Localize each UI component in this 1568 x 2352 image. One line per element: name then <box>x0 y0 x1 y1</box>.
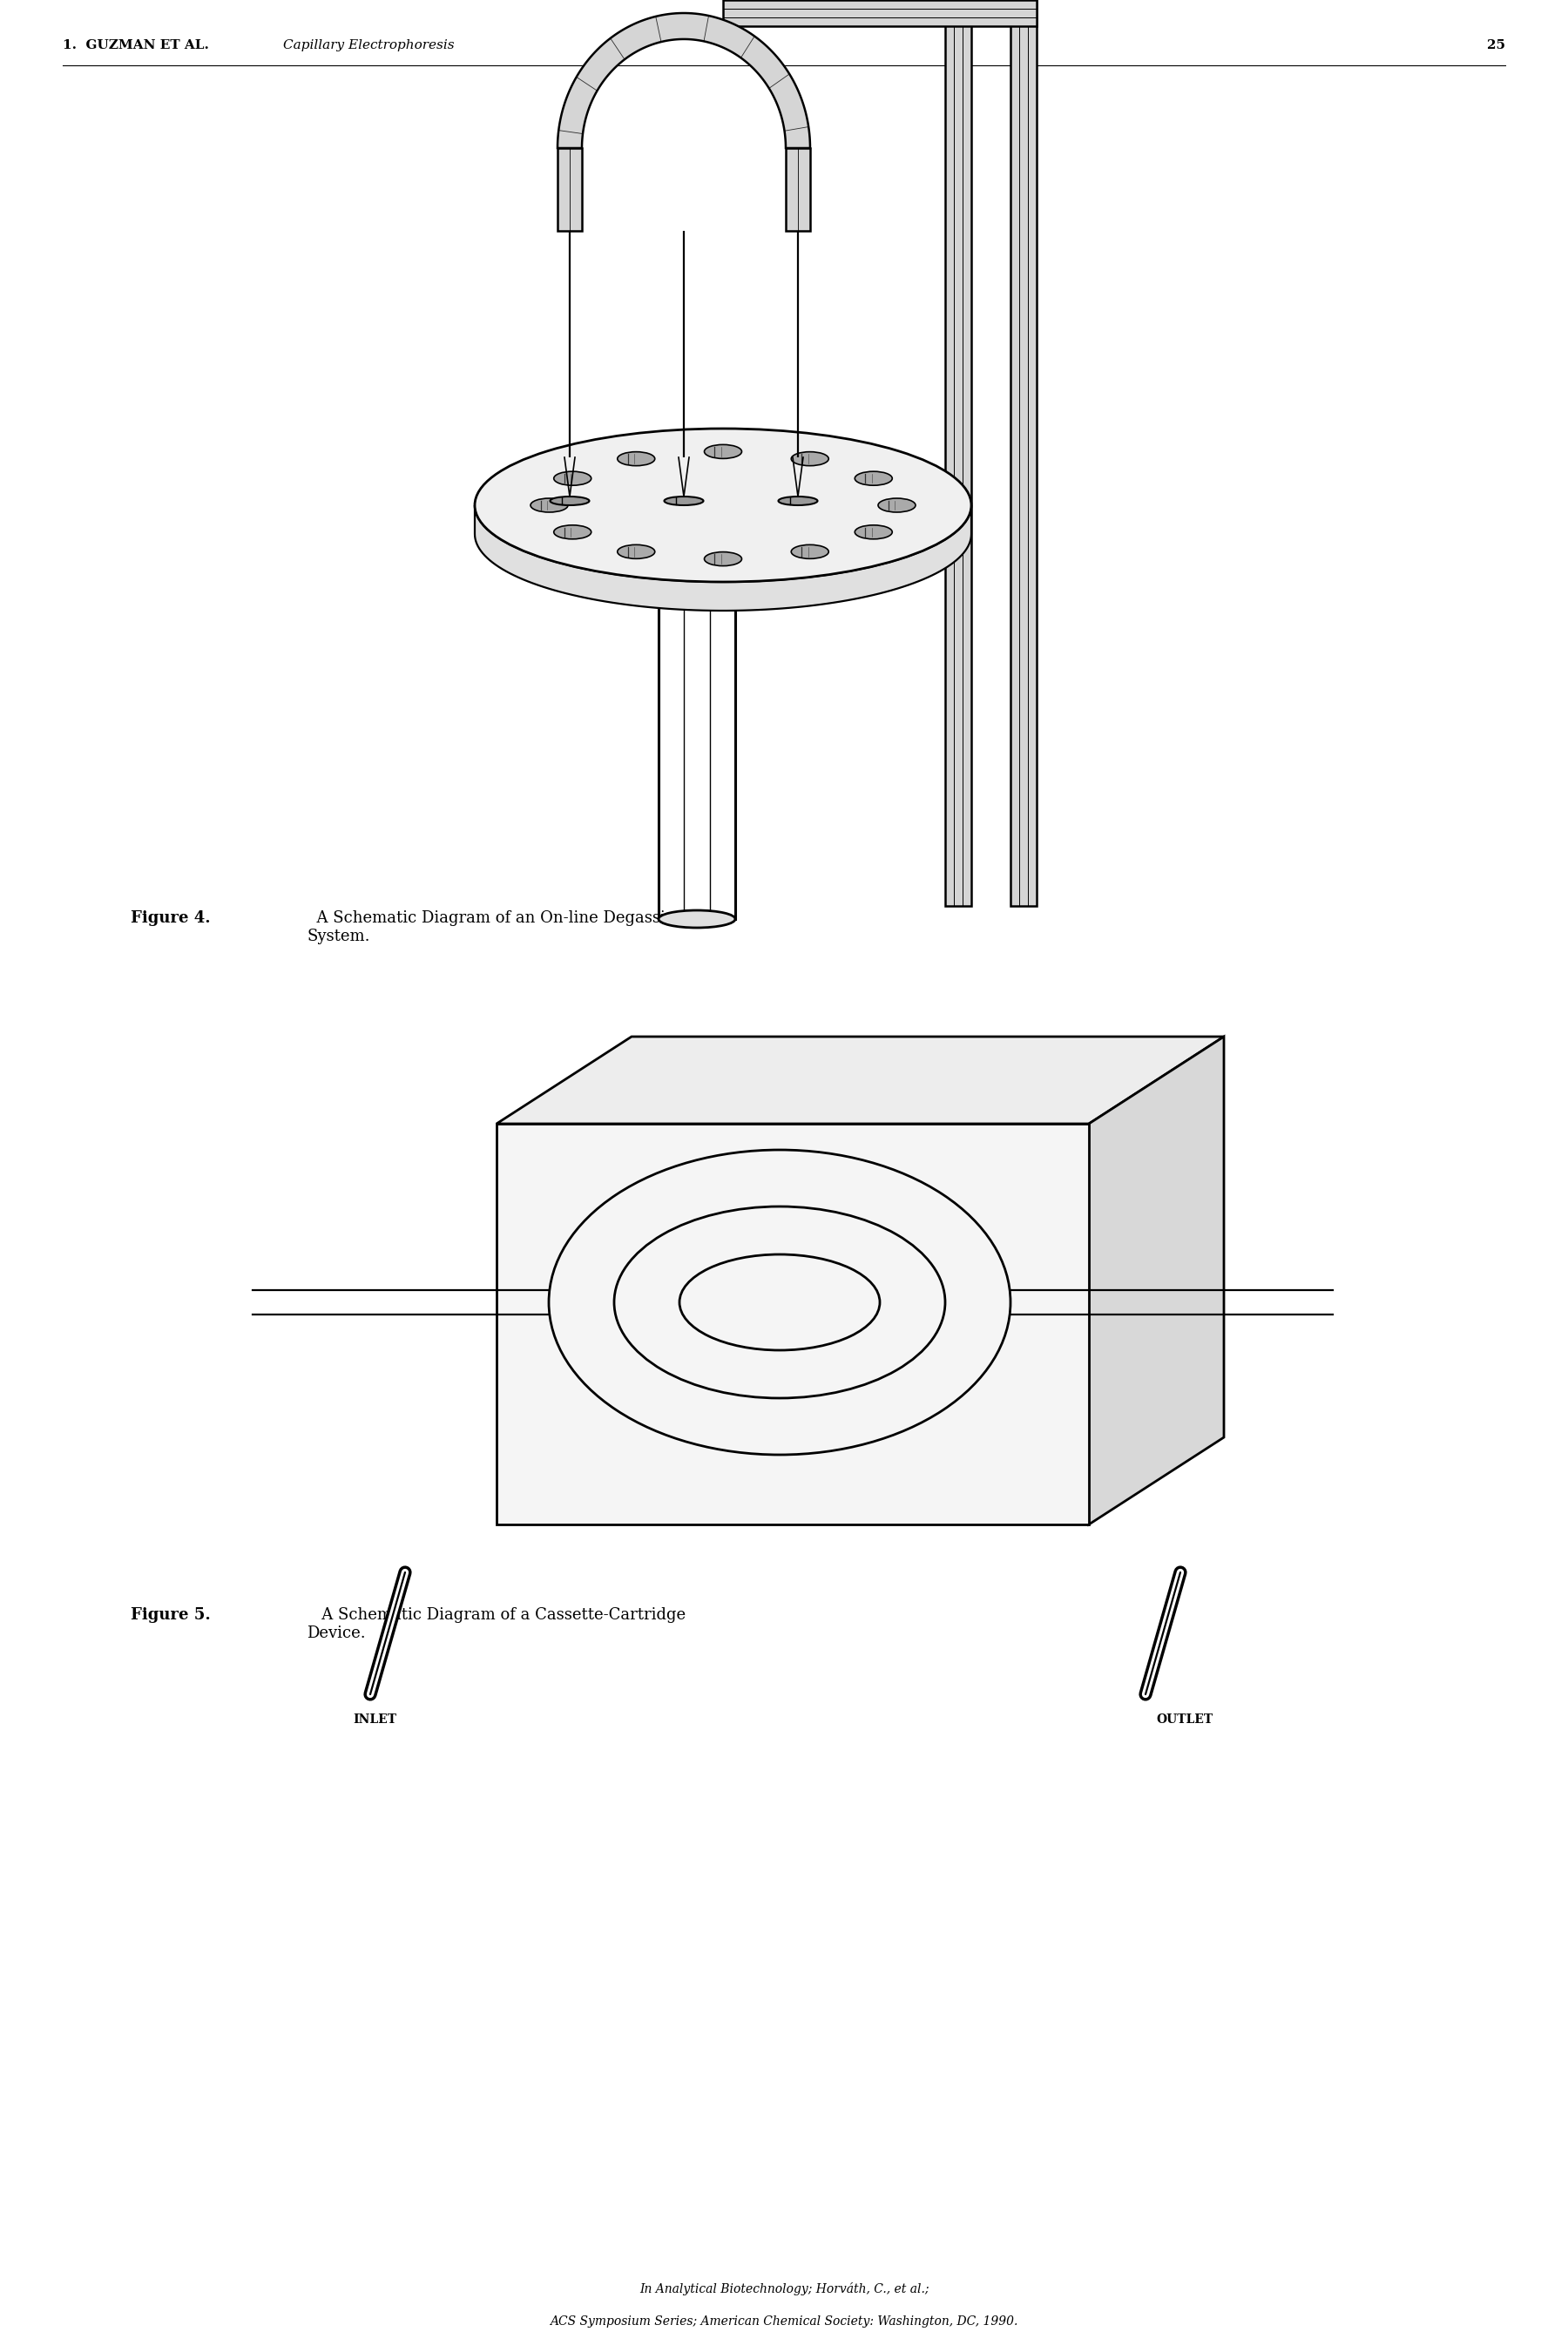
Ellipse shape <box>855 524 892 539</box>
Text: 25: 25 <box>1486 40 1505 52</box>
Ellipse shape <box>704 445 742 459</box>
Polygon shape <box>723 0 1036 26</box>
Ellipse shape <box>618 452 655 466</box>
Text: Figure 5.: Figure 5. <box>130 1606 210 1623</box>
Ellipse shape <box>659 910 735 927</box>
Text: 1.  GUZMAN ET AL.: 1. GUZMAN ET AL. <box>63 40 209 52</box>
Text: Capillary Electrophoresis: Capillary Electrophoresis <box>284 40 455 52</box>
Text: INLET: INLET <box>353 1715 397 1726</box>
Text: In Analytical Biotechnology; Horváth, C., et al.;: In Analytical Biotechnology; Horváth, C.… <box>640 2281 928 2296</box>
Polygon shape <box>558 148 582 230</box>
Ellipse shape <box>778 496 817 506</box>
Ellipse shape <box>618 546 655 560</box>
Polygon shape <box>497 1037 1225 1124</box>
Ellipse shape <box>792 452 828 466</box>
Ellipse shape <box>475 428 971 581</box>
Text: A Schematic Diagram of an On-line Degassing
System.: A Schematic Diagram of an On-line Degass… <box>307 910 685 943</box>
Polygon shape <box>475 506 971 612</box>
Text: ACS Symposium Series; American Chemical Society: Washington, DC, 1990.: ACS Symposium Series; American Chemical … <box>550 2314 1018 2328</box>
Text: Figure 4.: Figure 4. <box>130 910 210 927</box>
Ellipse shape <box>554 470 591 485</box>
Polygon shape <box>558 14 811 148</box>
Ellipse shape <box>855 470 892 485</box>
Ellipse shape <box>878 499 916 513</box>
Polygon shape <box>946 0 971 906</box>
Ellipse shape <box>704 553 742 567</box>
Ellipse shape <box>792 546 828 560</box>
Ellipse shape <box>665 496 704 506</box>
Text: OUTLET: OUTLET <box>1156 1715 1214 1726</box>
Ellipse shape <box>554 524 591 539</box>
Polygon shape <box>1088 1037 1225 1524</box>
Text: A Schematic Diagram of a Cassette-Cartridge
Device.: A Schematic Diagram of a Cassette-Cartri… <box>307 1606 685 1642</box>
Polygon shape <box>786 148 811 230</box>
Ellipse shape <box>530 499 568 513</box>
Polygon shape <box>1010 0 1036 906</box>
Ellipse shape <box>550 496 590 506</box>
Polygon shape <box>497 1124 1088 1524</box>
